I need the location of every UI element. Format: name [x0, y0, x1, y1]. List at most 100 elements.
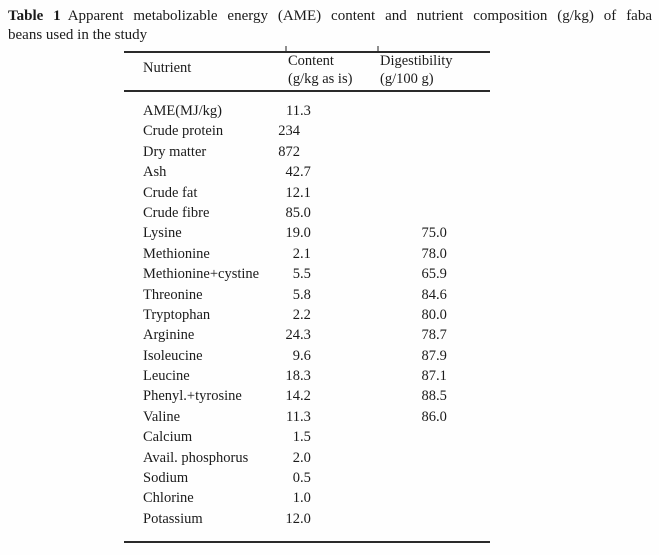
- digestibility-cell-int: 86: [421, 408, 437, 425]
- content-cell-frac: .5: [300, 266, 311, 283]
- nutrient-cell: Crude fat: [143, 184, 198, 201]
- nutrient-cell: Avail. phosphorus: [143, 449, 249, 466]
- column-header-digestibility-unit: (g/100 g): [380, 70, 434, 87]
- table-caption: Table 1 Apparent metabolizable energy (AM…: [8, 7, 652, 44]
- content-cell-frac: .5: [300, 470, 311, 487]
- table-row: Sodium 0.5: [124, 468, 490, 488]
- digestibility-cell-frac: .7: [436, 327, 447, 344]
- content-cell-frac: .5: [300, 429, 311, 446]
- content-cell-frac: .2: [300, 388, 311, 405]
- content-cell-frac: .0: [300, 204, 311, 221]
- table-row: Leucine 18.3 87.1: [124, 366, 490, 386]
- table-row: Crude protein 234: [124, 121, 490, 141]
- content-cell-frac: .3: [300, 103, 311, 119]
- digestibility-cell-int: 88: [421, 388, 437, 405]
- column-header-content-name: Content: [288, 53, 334, 69]
- table-top-rule: [124, 51, 490, 53]
- table-row: Dry matter 872: [124, 142, 490, 162]
- table-row: Crude fibre 85.0: [124, 203, 490, 223]
- table-row: Lysine 19.0 75.0: [124, 223, 490, 243]
- nutrient-cell: Crude protein: [143, 123, 224, 140]
- digestibility-cell-frac: .0: [436, 245, 447, 262]
- table-row: Isoleucine 9.6 87.9: [124, 346, 490, 366]
- table-row: Chlorine 1.0: [124, 488, 490, 508]
- digestibility-cell-frac: .6: [436, 286, 447, 303]
- content-cell-frac: .3: [300, 327, 311, 344]
- column-header-content-unit: (g/kg as is): [288, 70, 353, 87]
- content-cell-int: 2: [292, 449, 300, 466]
- nutrient-cell: Potassium: [143, 510, 203, 527]
- content-cell-int: 14: [285, 388, 301, 405]
- table-row: Ash 42.7: [124, 162, 490, 182]
- digestibility-cell-frac: .0: [436, 306, 447, 323]
- nutrient-cell: Chlorine: [143, 490, 194, 507]
- nutrient-cell: Ash: [143, 164, 167, 181]
- scan-artifact-tick: [285, 46, 287, 51]
- content-cell-int: 234: [278, 123, 300, 140]
- nutrient-cell: Valine: [143, 408, 181, 425]
- content-cell-frac: .6: [300, 347, 311, 364]
- content-cell-int: 2: [292, 306, 300, 323]
- nutrient-cell: Crude fibre: [143, 204, 210, 221]
- content-cell-int: 12: [285, 510, 301, 527]
- nutrient-cell: Arginine: [143, 327, 195, 344]
- column-header-content: Content (g/kg as is): [288, 53, 352, 88]
- content-cell-int: 5: [292, 286, 300, 303]
- content-cell-frac: .0: [300, 510, 311, 527]
- table-row: Crude fat 12.1: [124, 183, 490, 203]
- table-row: Methionine+cystine 5.5 65.9: [124, 264, 490, 284]
- content-cell-int: 42: [285, 164, 301, 181]
- digestibility-cell-int: 78: [421, 245, 437, 262]
- table-bottom-rule: [124, 541, 490, 543]
- content-cell-frac: .2: [300, 306, 311, 323]
- nutrient-cell: AME(MJ/kg): [143, 103, 222, 119]
- digestibility-cell-int: 87: [421, 368, 437, 385]
- content-cell-int: 19: [285, 225, 301, 242]
- digestibility-cell-frac: .5: [436, 388, 447, 405]
- table-row: Potassium 12.0: [124, 509, 490, 529]
- table-header-rule: [124, 90, 490, 92]
- table-row: Methionine 2.1 78.0: [124, 244, 490, 264]
- content-cell-frac: .0: [300, 490, 311, 507]
- table-row: AME(MJ/kg) 11.3: [124, 101, 490, 121]
- nutrient-cell: Dry matter: [143, 143, 207, 160]
- content-cell-int: 5: [292, 266, 300, 283]
- content-cell-int: 18: [285, 368, 301, 385]
- table-number-label: Table 1: [8, 8, 61, 24]
- content-cell-int: 2: [292, 245, 300, 262]
- content-cell-int: 872: [278, 143, 300, 160]
- digestibility-cell-frac: .1: [436, 368, 447, 385]
- nutrient-cell: Sodium: [143, 470, 189, 487]
- content-cell-frac: .7: [300, 164, 311, 181]
- content-cell-int: 1: [292, 429, 300, 446]
- nutrient-cell: Calcium: [143, 429, 193, 446]
- table-row: Tryptophan 2.2 80.0: [124, 305, 490, 325]
- nutrient-cell: Tryptophan: [143, 306, 211, 323]
- content-cell-int: 9: [292, 347, 300, 364]
- digestibility-cell-int: 78: [421, 327, 437, 344]
- content-cell-int: 85: [285, 204, 301, 221]
- content-cell-frac: .1: [300, 184, 311, 201]
- content-cell-frac: .3: [300, 368, 311, 385]
- digestibility-cell-frac: .9: [436, 266, 447, 283]
- table-caption-line1: Table 1 Apparent metabolizable energy (AM…: [8, 7, 652, 26]
- content-cell-int: 1: [292, 490, 300, 507]
- scan-artifact-tick: [377, 46, 379, 51]
- nutrient-cell: Methionine: [143, 245, 210, 262]
- table-body: AME(MJ/kg) 11.3 Crude protein 234 Dry matter…: [124, 101, 490, 529]
- table-row: Avail. phosphorus 2.0: [124, 448, 490, 468]
- content-cell-frac: .0: [300, 225, 311, 242]
- nutrient-cell: Isoleucine: [143, 347, 203, 364]
- digestibility-cell-frac: .0: [436, 408, 447, 425]
- column-header-digestibility-name: Digestibility: [380, 53, 453, 69]
- column-header-nutrient: Nutrient: [143, 60, 192, 76]
- content-cell-int: 11: [286, 103, 300, 119]
- table-caption-line2: beans used in the study: [8, 26, 148, 43]
- nutrient-cell: Methionine+cystine: [143, 266, 260, 283]
- content-cell-int: 11: [286, 408, 300, 425]
- table-row: Valine 11.3 86.0: [124, 407, 490, 427]
- content-cell-int: 12: [285, 184, 301, 201]
- nutrient-cell: Threonine: [143, 286, 203, 303]
- digestibility-cell-frac: .0: [436, 225, 447, 242]
